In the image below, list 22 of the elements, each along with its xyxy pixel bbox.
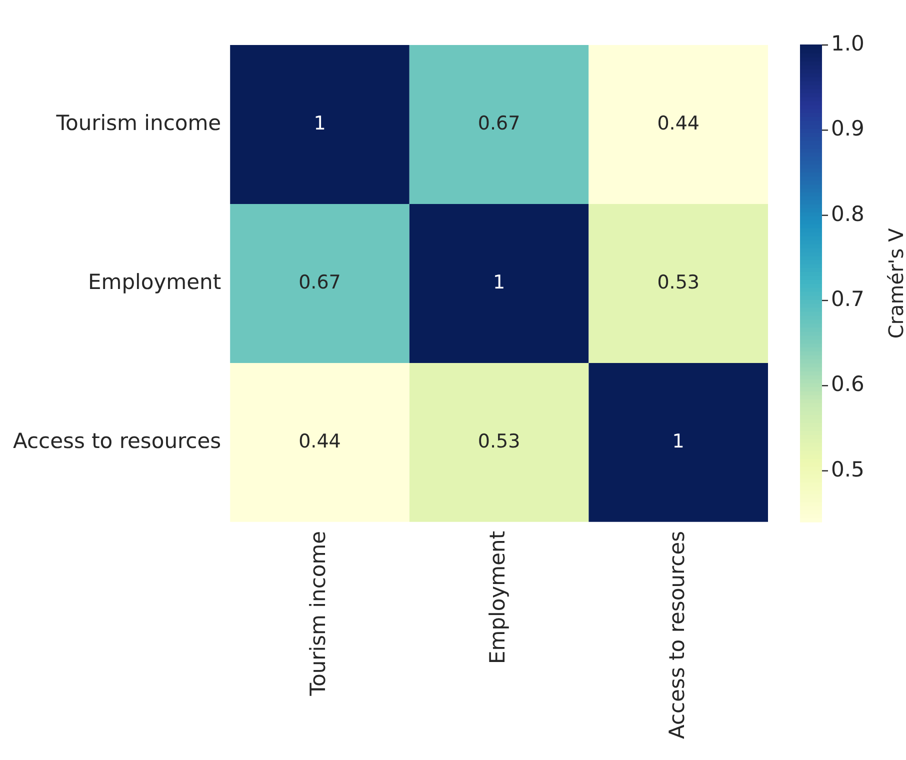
color-bar-label: 0.7 xyxy=(831,286,864,311)
data-label: 1 xyxy=(493,271,506,294)
x-tick-label: Employment xyxy=(486,530,510,664)
data-label: 1 xyxy=(314,112,326,134)
y-tick-label: Tourism income xyxy=(55,110,222,135)
color-bar-label: 0.5 xyxy=(831,457,864,482)
y-tick-label: Access to resources xyxy=(13,428,222,453)
color-bar-label: 0.6 xyxy=(831,372,864,396)
color-bar-label: 0.9 xyxy=(831,116,864,141)
data-label: 0.67 xyxy=(298,271,341,294)
data-label: 0.67 xyxy=(478,112,520,134)
data-label: 1 xyxy=(672,430,684,452)
x-tick-label: Access to resources xyxy=(664,530,689,739)
color-bar-label: 1.0 xyxy=(831,31,864,56)
data-label: 0.53 xyxy=(657,271,700,294)
y-tick-label: Employment xyxy=(88,270,222,294)
color-bar-title: Cramér's V xyxy=(884,228,906,339)
x-tick-label: Tourism income xyxy=(306,530,330,697)
data-label: 0.53 xyxy=(478,430,520,452)
color-bar-label: 0.8 xyxy=(831,202,864,226)
data-label: 0.44 xyxy=(298,430,341,452)
data-label: 0.44 xyxy=(657,112,700,134)
